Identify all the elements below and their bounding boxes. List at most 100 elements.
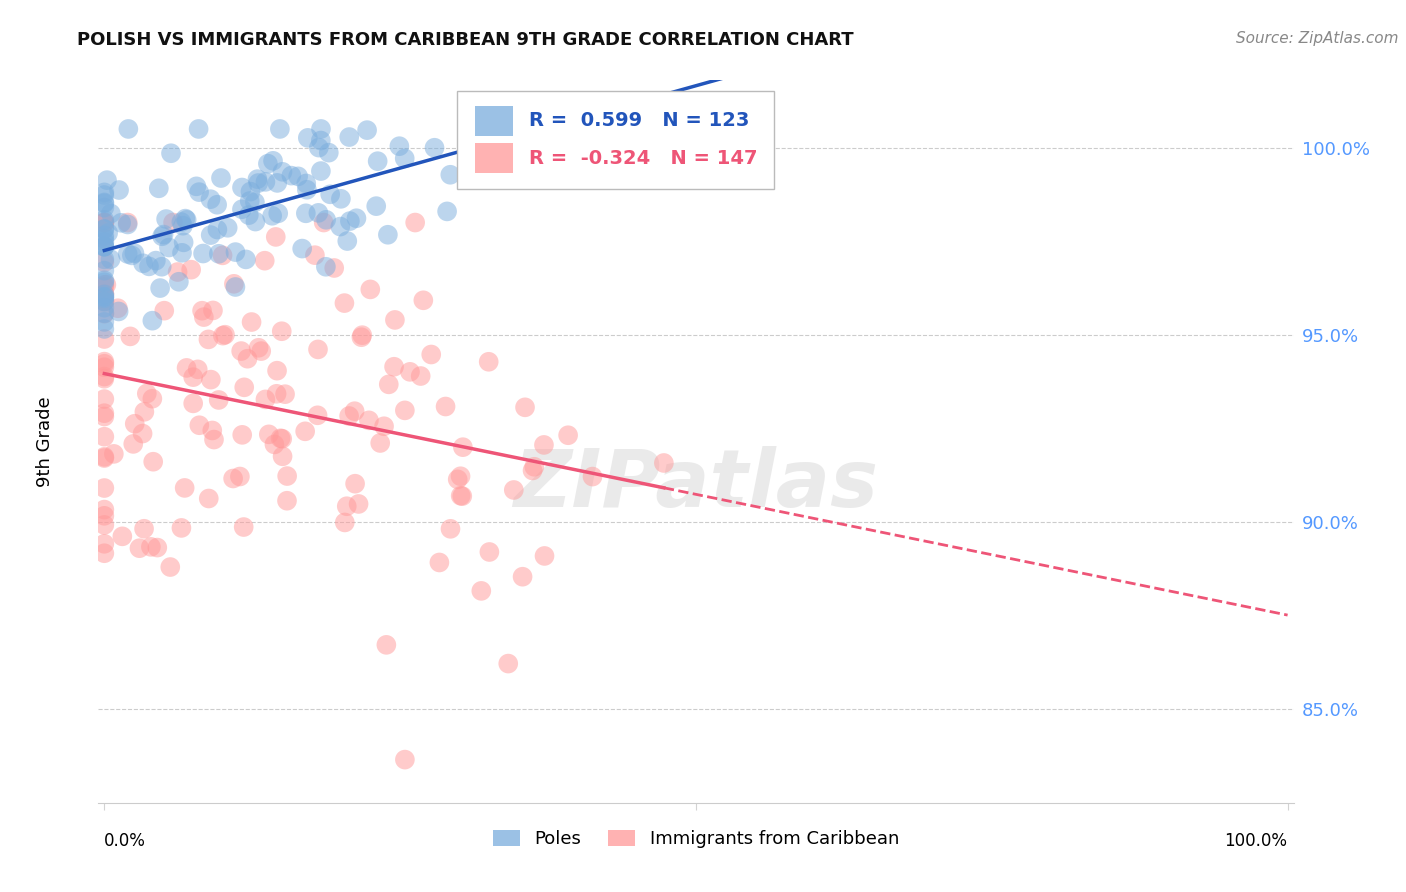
Point [93, 201, 115, 215]
Point [121, 248, 143, 262]
Point [93, 291, 115, 305]
Point [170, 245, 193, 260]
Point [172, 219, 194, 233]
Point [93, 232, 115, 246]
Point [93, 450, 115, 465]
Point [276, 493, 298, 508]
Point [533, 549, 555, 563]
Point [152, 227, 174, 242]
Point [117, 122, 139, 136]
Point [180, 262, 202, 277]
Point [205, 198, 228, 212]
Point [208, 392, 231, 407]
Point [377, 227, 399, 242]
Point [502, 483, 524, 497]
Point [522, 463, 544, 477]
Point [243, 195, 266, 210]
Point [170, 521, 193, 535]
Point [318, 145, 340, 160]
Point [315, 260, 337, 274]
Point [209, 171, 232, 186]
Point [186, 179, 208, 194]
Point [478, 355, 501, 369]
Point [93, 186, 115, 200]
Point [107, 301, 129, 316]
Point [267, 206, 290, 220]
Point [323, 260, 346, 275]
Point [291, 242, 314, 256]
Point [93, 546, 115, 560]
Point [150, 260, 173, 274]
Point [513, 401, 536, 415]
Point [270, 324, 292, 338]
Point [247, 341, 270, 355]
Point [187, 362, 209, 376]
Point [315, 212, 337, 227]
Point [307, 343, 329, 357]
Point [93, 481, 115, 495]
Point [232, 520, 254, 534]
Point [557, 428, 579, 442]
Point [93, 357, 115, 371]
Point [236, 351, 259, 366]
Point [271, 165, 294, 179]
Point [270, 431, 292, 445]
Point [93, 301, 115, 315]
Point [329, 219, 352, 234]
Point [93, 307, 115, 321]
Point [269, 122, 291, 136]
Point [93, 360, 115, 375]
Point [132, 522, 155, 536]
Point [93, 306, 115, 320]
Point [337, 130, 360, 145]
Point [93, 286, 115, 301]
Point [214, 327, 236, 342]
Point [100, 252, 122, 267]
Point [253, 253, 276, 268]
Point [581, 469, 603, 483]
Point [652, 456, 675, 470]
Point [307, 409, 329, 423]
Point [211, 248, 233, 262]
Point [231, 180, 253, 194]
Point [93, 290, 115, 304]
Point [409, 369, 432, 384]
Point [93, 279, 115, 293]
Bar [475, 105, 513, 136]
Point [359, 282, 381, 296]
Point [117, 218, 139, 232]
Point [352, 328, 374, 343]
Point [450, 469, 472, 483]
Point [276, 469, 298, 483]
Point [239, 185, 262, 199]
Point [132, 256, 155, 270]
Point [382, 359, 405, 374]
Text: R =  0.599   N = 123: R = 0.599 N = 123 [529, 112, 749, 130]
Point [93, 287, 115, 301]
Point [93, 517, 115, 532]
Point [173, 481, 195, 495]
Point [208, 247, 231, 261]
Point [404, 215, 426, 229]
Point [262, 153, 284, 168]
Point [93, 332, 115, 346]
Point [337, 409, 360, 423]
Point [93, 240, 115, 254]
Point [420, 347, 443, 361]
Point [257, 427, 280, 442]
Point [366, 199, 388, 213]
Point [176, 360, 198, 375]
Point [111, 529, 134, 543]
Point [202, 433, 225, 447]
Point [191, 246, 214, 260]
Point [478, 545, 501, 559]
Point [93, 372, 115, 386]
Point [266, 386, 288, 401]
Point [131, 426, 153, 441]
Point [388, 139, 411, 153]
Point [264, 230, 287, 244]
Point [336, 234, 359, 248]
Point [93, 213, 115, 227]
Point [294, 425, 316, 439]
Point [307, 206, 329, 220]
